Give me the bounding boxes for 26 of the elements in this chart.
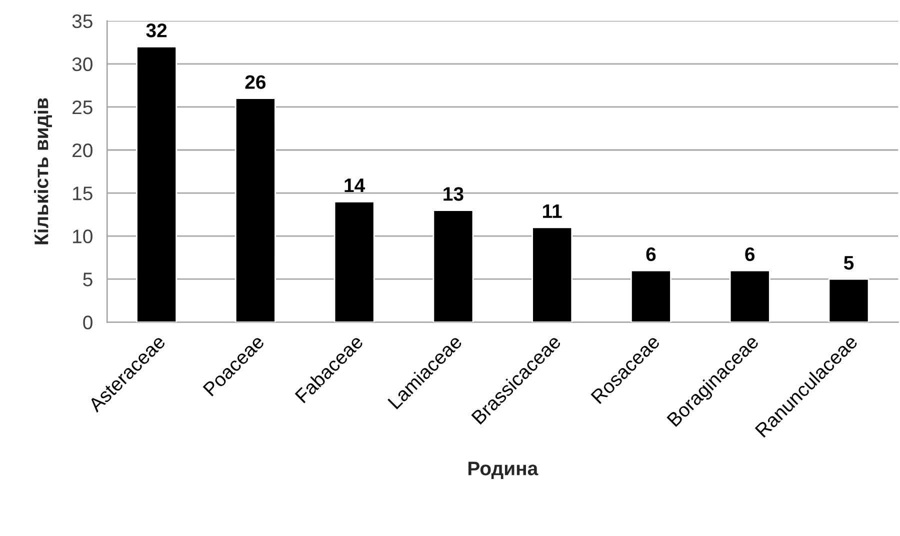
y-tick-label: 35 — [72, 14, 92, 28]
data-label: 13 — [444, 187, 464, 201]
bar — [630, 270, 672, 322]
bar — [532, 226, 573, 322]
y-tick-label: 15 — [73, 186, 92, 200]
data-label: 5 — [844, 256, 854, 270]
bar — [334, 200, 375, 322]
y-tick-label: 25 — [72, 100, 92, 114]
y-tick-label: 30 — [72, 57, 92, 72]
data-label: 6 — [745, 247, 755, 262]
y-axis-title: Кількість видів — [34, 98, 52, 244]
x-axis-title: Родина — [468, 462, 538, 480]
bar — [432, 210, 474, 322]
bar — [729, 270, 770, 322]
data-label: 26 — [245, 75, 266, 89]
bar — [828, 278, 870, 322]
data-label: 32 — [146, 24, 167, 38]
y-tick-label: 5 — [83, 272, 92, 286]
bar — [234, 98, 276, 322]
data-label: 11 — [543, 204, 562, 218]
bar — [136, 46, 178, 322]
y-tick-label: 20 — [72, 143, 92, 158]
data-label: 14 — [344, 178, 366, 192]
data-label: 6 — [646, 247, 656, 262]
y-tick-label: 10 — [73, 230, 92, 244]
y-tick-label: 0 — [83, 316, 92, 330]
